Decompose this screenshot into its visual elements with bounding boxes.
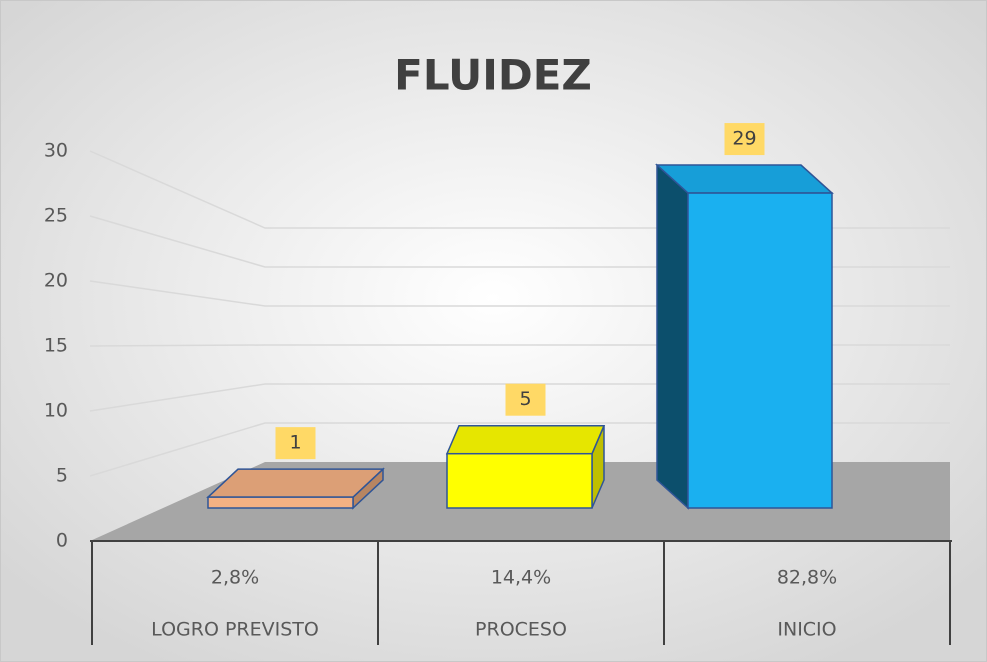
- x-tick-label: INICIO: [777, 619, 836, 641]
- x-tick-percentage: 82,8%: [777, 567, 837, 589]
- data-label: 5: [519, 388, 531, 410]
- x-tick-percentage: 2,8%: [211, 567, 259, 589]
- y-tick-label: 25: [44, 205, 68, 227]
- x-tick-percentage: 14,4%: [491, 567, 551, 589]
- y-tick-label: 5: [56, 465, 68, 487]
- y-tick-label: 30: [44, 140, 68, 162]
- bar-side: [656, 163, 689, 510]
- bar-top: [206, 468, 385, 498]
- data-label: 29: [732, 128, 756, 150]
- bar-top: [655, 164, 834, 194]
- y-tick-label: 10: [44, 400, 68, 422]
- data-label-box: [275, 427, 316, 460]
- bar: [207, 496, 354, 509]
- x-tick-label: PROCESO: [475, 619, 567, 641]
- x-tick-label: LOGRO PREVISTO: [151, 619, 319, 641]
- bar: [687, 192, 833, 509]
- data-label: 1: [289, 432, 301, 454]
- y-tick-label: 20: [44, 270, 68, 292]
- y-tick-label: 15: [44, 335, 68, 357]
- data-label-box: [505, 383, 546, 416]
- chart-title: FLUIDEZ: [394, 51, 592, 100]
- bar: [446, 452, 593, 509]
- data-label-box: [724, 123, 765, 156]
- bar-top: [445, 424, 606, 455]
- y-tick-label: 0: [56, 530, 68, 552]
